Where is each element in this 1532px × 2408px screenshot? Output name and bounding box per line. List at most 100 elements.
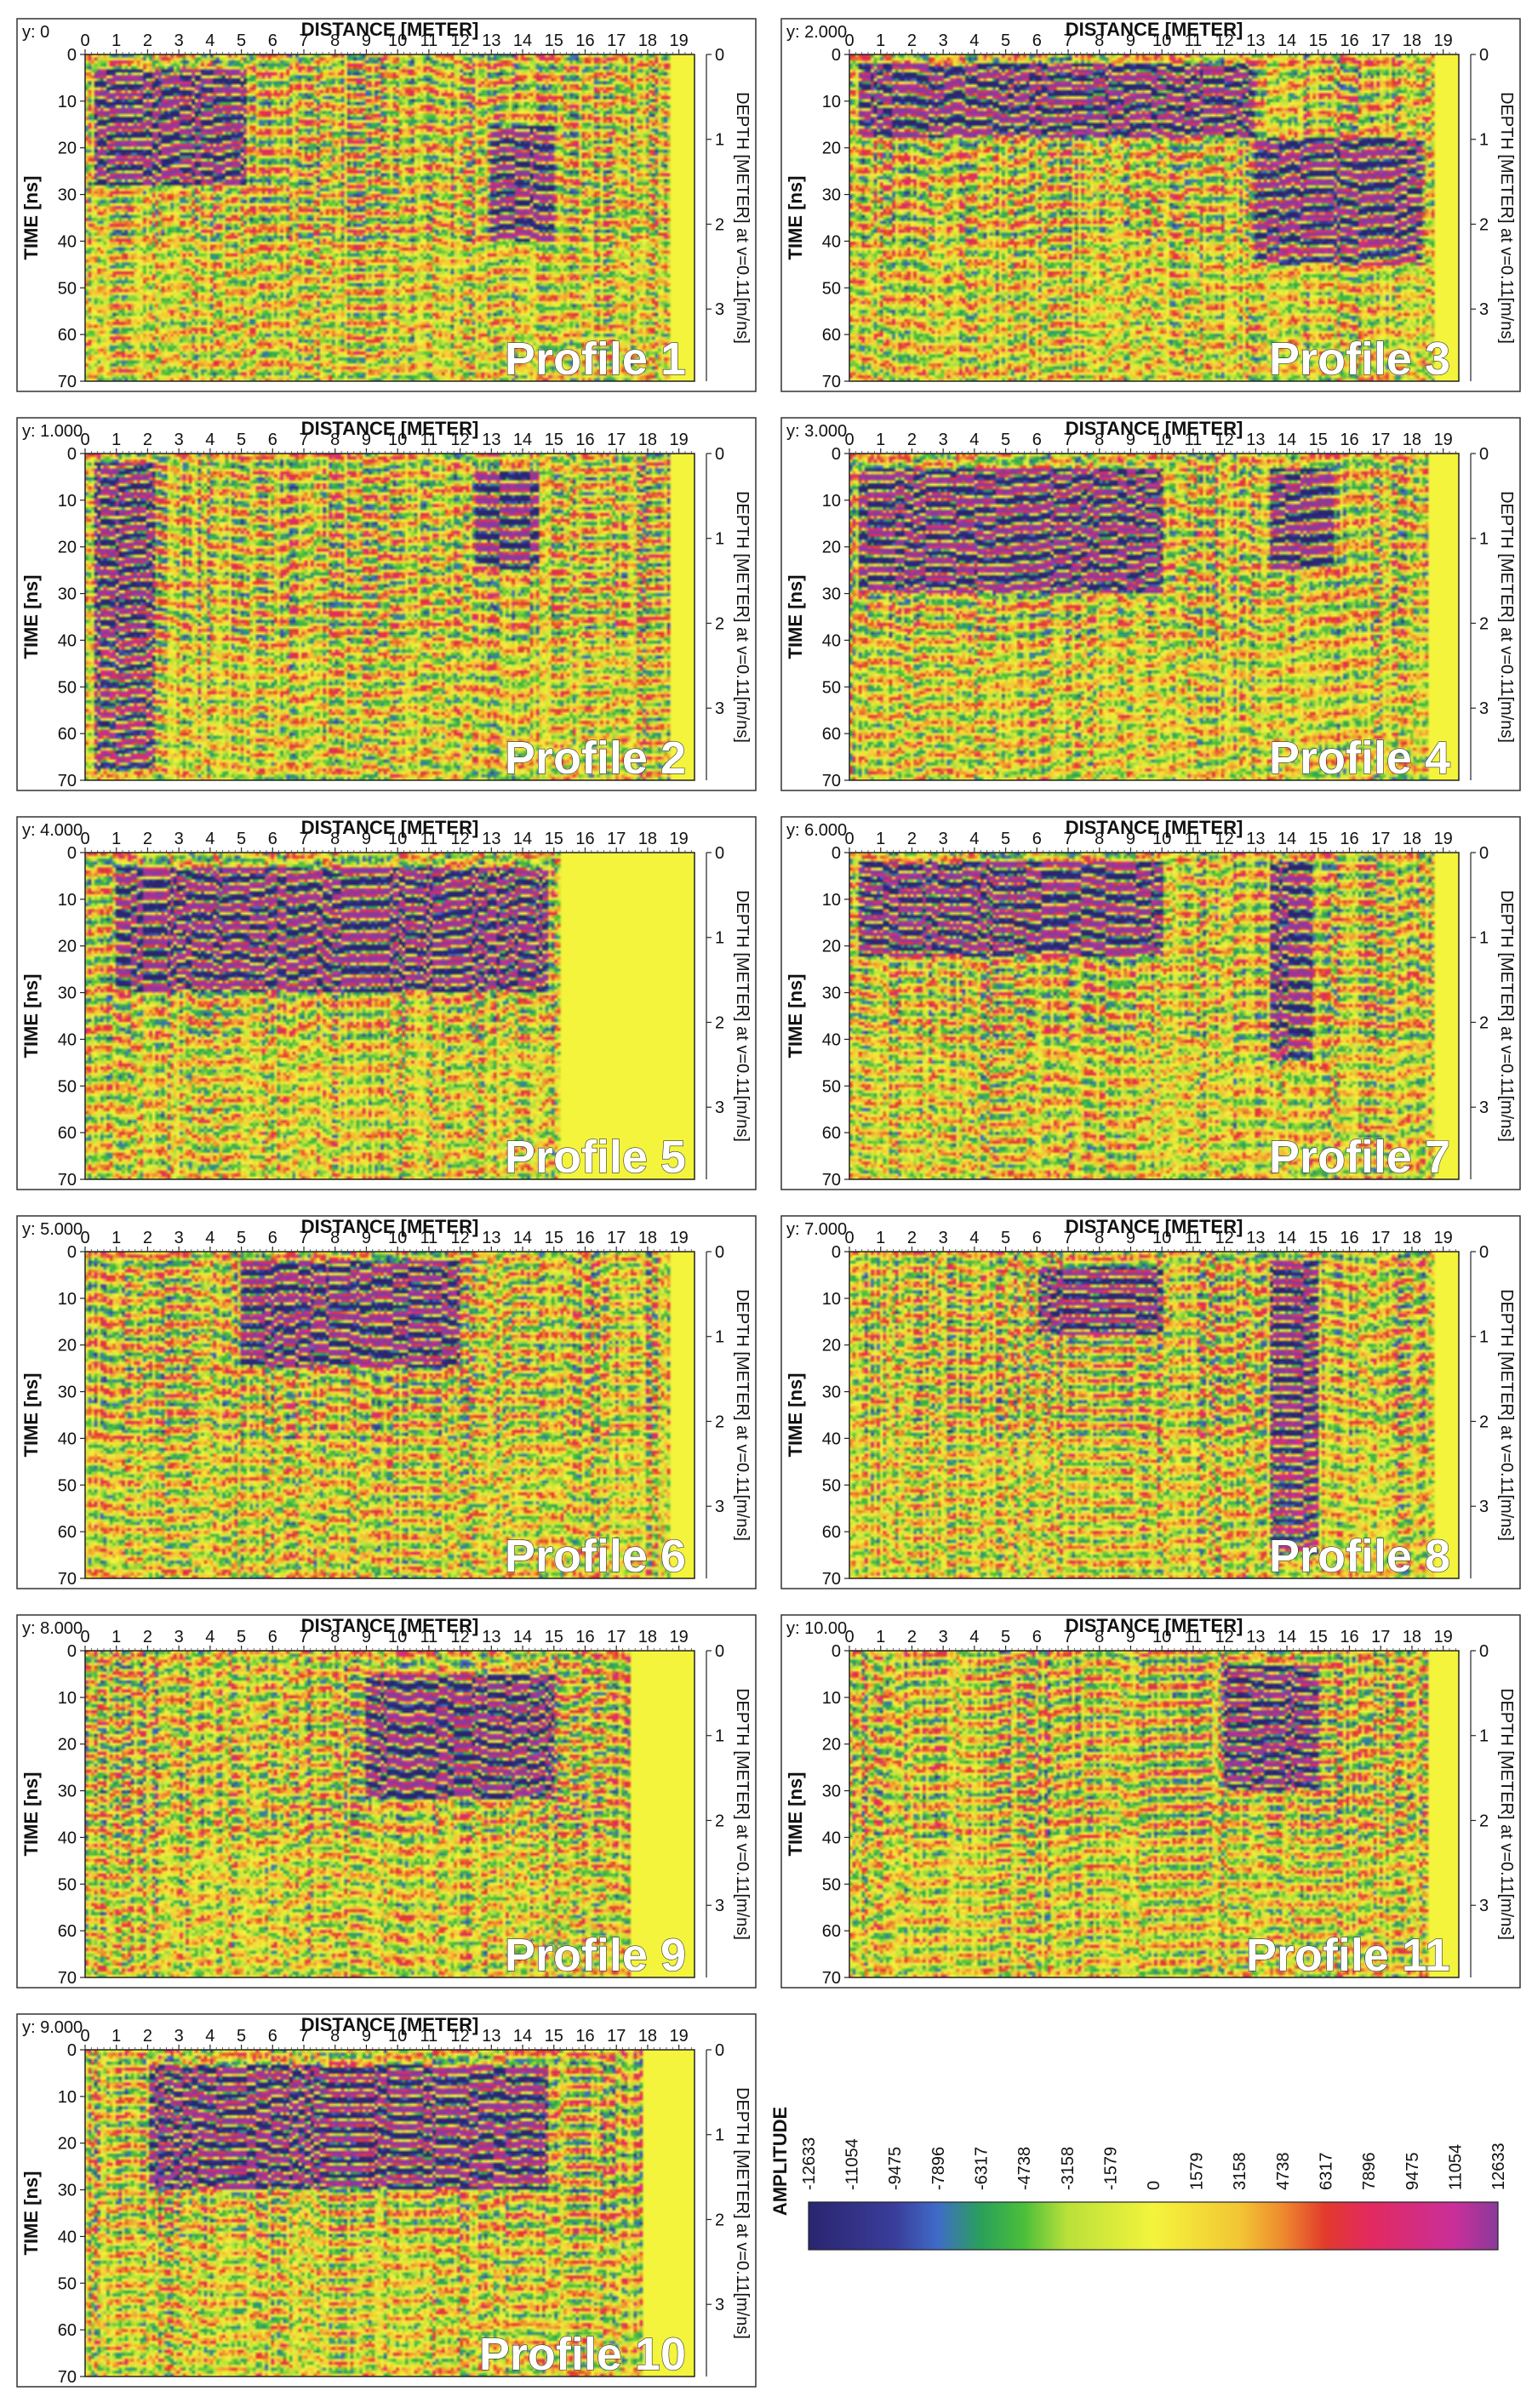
depth-tick-label: 0 xyxy=(1479,46,1489,65)
x-tick-label: 12 xyxy=(1215,1229,1233,1247)
x-tick-label: 11 xyxy=(1185,431,1203,449)
x-tick-label: 9 xyxy=(1126,1229,1135,1247)
plot-area-border xyxy=(849,453,1460,781)
time-tick-label: 0 xyxy=(67,1642,77,1661)
depth-axis-title: DEPTH [METER] at v=0.11[m/ns] xyxy=(1497,1688,1516,1940)
time-axis-title: TIME [ns] xyxy=(785,1373,806,1458)
gpr-profile-panel: y: 10.00 DISTANCE [METER]0 1 2 3 4 5 6 7 8 9 10 11 12… xyxy=(780,1614,1521,1989)
plot-area-border xyxy=(84,1251,695,1579)
x-tick-label: 15 xyxy=(1309,1229,1328,1247)
x-tick-label: 11 xyxy=(1185,31,1203,50)
time-tick-label: 10 xyxy=(822,891,841,910)
depth-axis-title: DEPTH [METER] at v=0.11[m/ns] xyxy=(733,1289,752,1541)
radargram-image xyxy=(849,1651,1459,1977)
x-tick-label: 7 xyxy=(299,431,308,449)
gpr-profile-panel: y: 9.000 DISTANCE [METER]0 1 2 3 4 5 6 7 8 9 10 11 12… xyxy=(16,2013,757,2388)
x-tick-label: 19 xyxy=(670,31,689,50)
x-tick-label: 14 xyxy=(513,431,532,449)
x-tick-label: 14 xyxy=(1278,431,1296,449)
x-tick-label: 4 xyxy=(205,830,214,848)
depth-tick-label: 1 xyxy=(715,2126,724,2145)
time-tick-label: 60 xyxy=(58,725,77,744)
time-tick-label: 10 xyxy=(822,492,841,511)
time-tick-label: 20 xyxy=(58,2135,77,2154)
x-tick-label: 15 xyxy=(1309,830,1328,848)
x-tick-label: 18 xyxy=(638,431,657,449)
x-tick-label: 18 xyxy=(638,2027,657,2046)
colorbar-tick-label: -7896 xyxy=(929,2147,948,2190)
x-axis-title: DISTANCE [METER] xyxy=(1066,418,1243,439)
time-axis-title: TIME [ns] xyxy=(20,974,42,1058)
x-tick-label: 4 xyxy=(969,1229,979,1247)
x-tick-label: 9 xyxy=(1126,31,1135,50)
x-tick-label: 4 xyxy=(969,830,979,848)
x-tick-label: 11 xyxy=(420,1229,438,1247)
time-tick-label: 0 xyxy=(832,445,841,464)
x-tick-label: 2 xyxy=(907,31,917,50)
x-tick-label: 2 xyxy=(143,830,152,848)
time-axis-title: TIME [ns] xyxy=(20,2171,42,2256)
x-tick-label: 18 xyxy=(1403,1229,1421,1247)
time-tick-label: 40 xyxy=(822,1030,841,1049)
x-tick-label: 19 xyxy=(670,1229,689,1247)
x-tick-label: 9 xyxy=(362,1229,371,1247)
x-tick-label: 8 xyxy=(330,1229,340,1247)
x-tick-label: 16 xyxy=(1340,830,1358,848)
depth-tick-label: 1 xyxy=(715,530,724,549)
time-tick-label: 70 xyxy=(822,1969,841,1988)
x-tick-label: 2 xyxy=(143,2027,152,2046)
depth-tick-label: 3 xyxy=(1479,1498,1489,1516)
depth-tick-label: 3 xyxy=(715,1897,724,1915)
time-tick-label: 30 xyxy=(58,1783,77,1801)
x-tick-label: 16 xyxy=(575,2027,594,2046)
colorbar-tick-label: 3158 xyxy=(1231,2153,1249,2191)
depth-tick-label: 1 xyxy=(1479,131,1489,150)
time-tick-label: 70 xyxy=(58,772,77,790)
plot-area-border xyxy=(849,54,1460,382)
x-tick-label: 7 xyxy=(299,1628,308,1646)
x-tick-label: 0 xyxy=(844,830,854,848)
x-tick-label: 18 xyxy=(638,830,657,848)
colorbar-tick-label: 0 xyxy=(1145,2181,1163,2190)
x-tick-label: 16 xyxy=(1340,431,1358,449)
x-tick-label: 12 xyxy=(450,2027,469,2046)
x-tick-label: 7 xyxy=(299,31,308,50)
radargram-image xyxy=(849,1252,1459,1578)
x-tick-label: 2 xyxy=(907,830,917,848)
time-tick-label: 60 xyxy=(58,1922,77,1941)
time-tick-label: 20 xyxy=(58,938,77,956)
x-tick-label: 3 xyxy=(939,1628,948,1646)
x-tick-label: 3 xyxy=(939,830,948,848)
x-tick-label: 13 xyxy=(1246,1229,1265,1247)
depth-tick-label: 2 xyxy=(1479,1412,1489,1431)
gpr-profile-panel: y: 1.000 DISTANCE [METER]0 1 2 3 4 5 6 7 8 9 10 11 12… xyxy=(16,417,757,791)
x-tick-label: 6 xyxy=(268,1229,277,1247)
x-tick-label: 5 xyxy=(237,1229,246,1247)
x-tick-label: 16 xyxy=(575,31,594,50)
time-axis-title: TIME [ns] xyxy=(785,1772,806,1857)
x-tick-label: 8 xyxy=(330,1628,340,1646)
x-tick-label: 16 xyxy=(1340,1628,1358,1646)
time-axis-title: TIME [ns] xyxy=(20,1373,42,1458)
x-tick-label: 3 xyxy=(939,1229,948,1247)
radargram-image xyxy=(85,1252,695,1578)
x-tick-label: 1 xyxy=(111,431,121,449)
gpr-profile-panel: y: 4.000 DISTANCE [METER]0 1 2 3 4 5 6 7 8 9 10 11 12… xyxy=(16,816,757,1190)
depth-tick-label: 0 xyxy=(715,2041,724,2060)
x-tick-label: 6 xyxy=(1032,830,1042,848)
time-tick-label: 70 xyxy=(58,373,77,391)
x-axis-title: DISTANCE [METER] xyxy=(1066,1216,1243,1237)
colorbar-tick-label: -11054 xyxy=(843,2138,862,2190)
x-tick-label: 15 xyxy=(545,1628,563,1646)
x-tick-label: 4 xyxy=(969,431,979,449)
x-tick-label: 7 xyxy=(299,2027,308,2046)
depth-tick-label: 0 xyxy=(715,445,724,464)
x-tick-label: 11 xyxy=(420,1628,438,1646)
time-axis-title: TIME [ns] xyxy=(785,974,806,1058)
radargram-image xyxy=(85,853,695,1179)
gpr-profile-panel: y: 7.000 DISTANCE [METER]0 1 2 3 4 5 6 7 8 9 10 11 12… xyxy=(780,1215,1521,1589)
time-tick-label: 30 xyxy=(822,1783,841,1801)
x-tick-label: 4 xyxy=(205,2027,214,2046)
time-tick-label: 10 xyxy=(822,1290,841,1309)
profile-y-position-label: y: 10.00 xyxy=(786,1619,847,1638)
